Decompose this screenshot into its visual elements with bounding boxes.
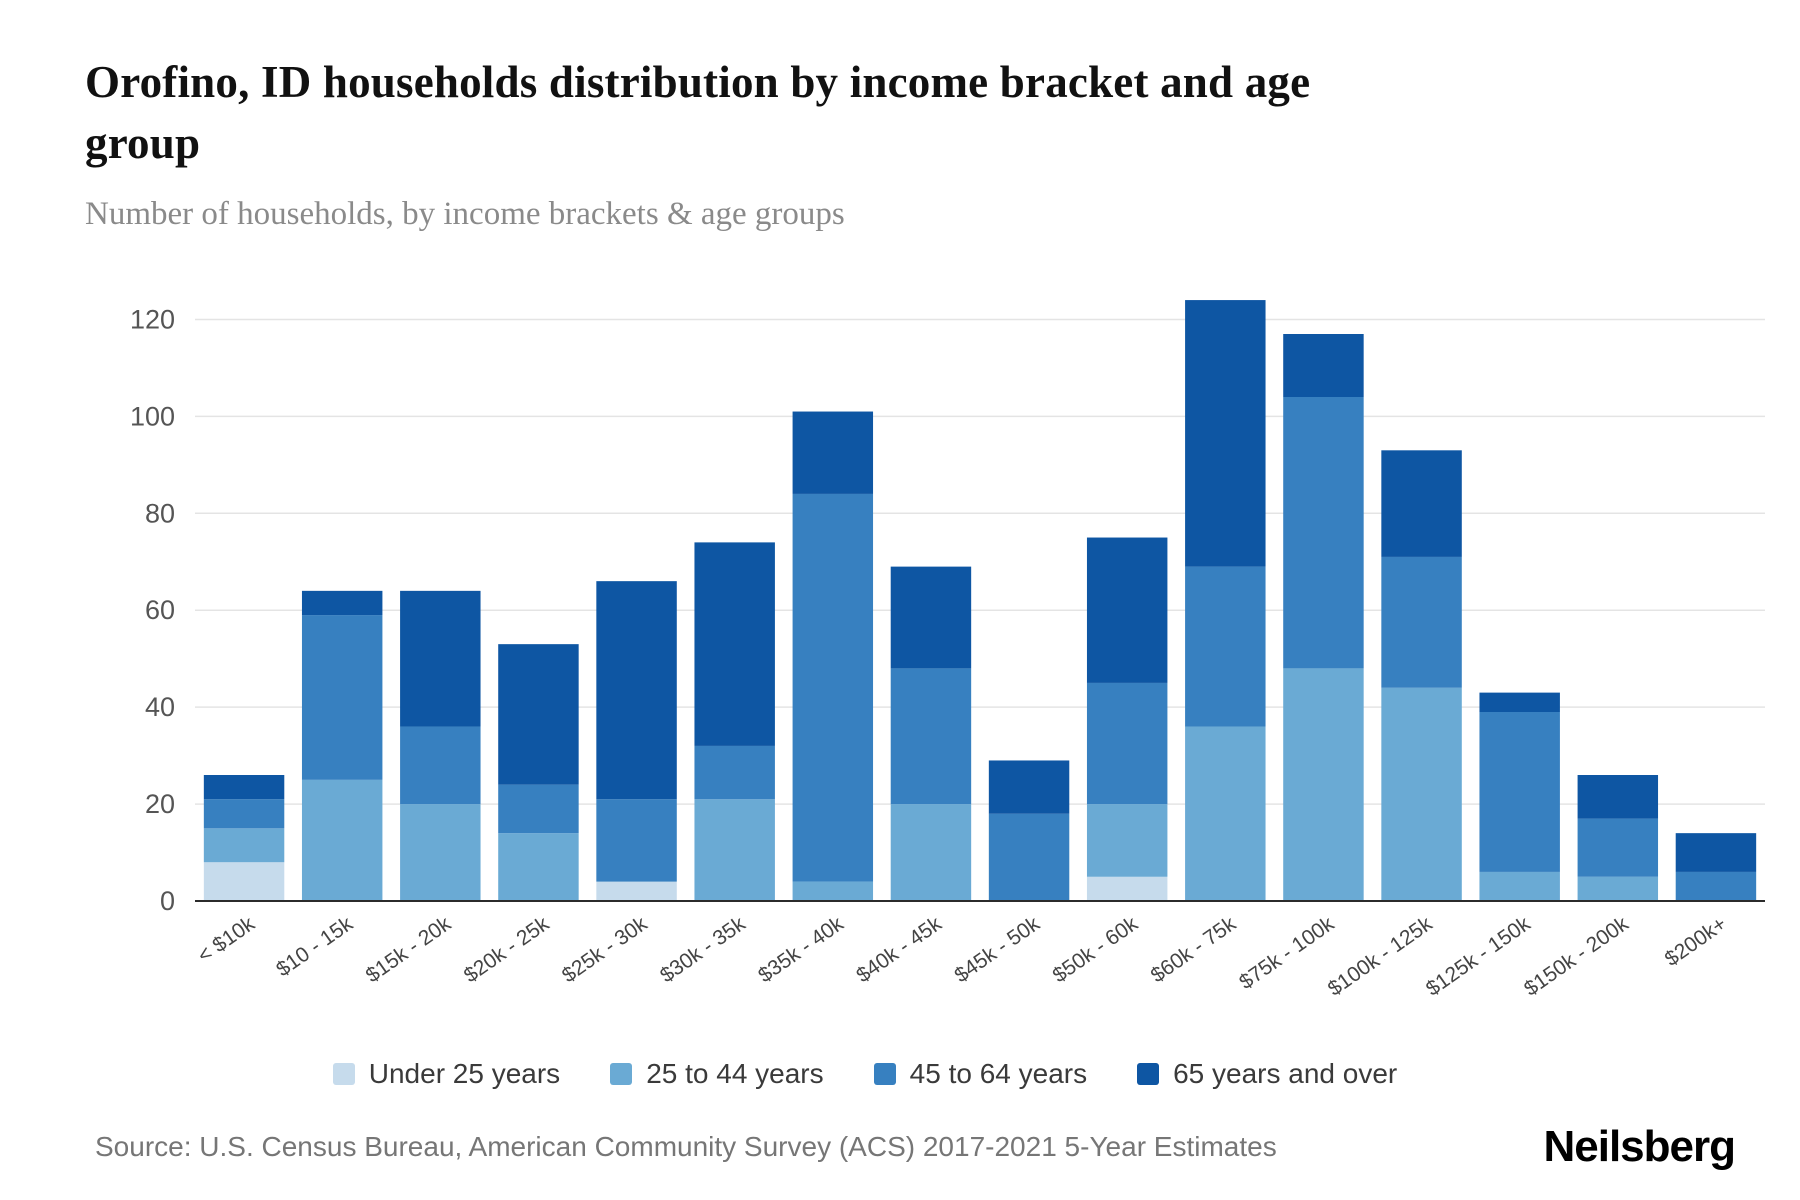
legend-item: 25 to 44 years — [610, 1057, 824, 1090]
x-axis-tick-label: $200k+ — [1661, 912, 1731, 971]
x-axis-tick-label: $45k - 50k — [950, 911, 1044, 986]
bar-segment — [400, 590, 481, 727]
x-axis-tick-label: $25k - 30k — [558, 911, 652, 986]
bar-segment — [1381, 556, 1462, 688]
x-axis-tick-label: $100k - 125k — [1324, 911, 1437, 1000]
bar-segment — [1086, 803, 1168, 877]
bar-segment — [301, 779, 383, 901]
bar-segment — [1675, 832, 1757, 872]
bar-segment — [792, 493, 874, 882]
x-axis-tick-label: $30k - 35k — [656, 911, 750, 986]
bar-segment — [301, 590, 383, 615]
legend-label: 65 years and over — [1173, 1057, 1398, 1089]
x-axis-tick-label: $35k - 40k — [754, 911, 848, 986]
x-axis-tick-label: < $10k — [194, 911, 260, 967]
legend-label: 45 to 64 years — [909, 1057, 1088, 1089]
x-axis-tick-label: $20k - 25k — [460, 911, 554, 986]
bar-segment — [203, 798, 285, 828]
bar-segment — [596, 798, 677, 882]
bar-segment — [1283, 396, 1364, 668]
bar-segment — [301, 614, 383, 780]
legend-item: 45 to 64 years — [873, 1057, 1088, 1090]
bar-segment — [596, 580, 677, 799]
x-axis-tick-label: $10 - 15k — [272, 911, 357, 980]
bar-segment — [694, 798, 775, 901]
x-axis-tick-label: $50k - 60k — [1049, 911, 1143, 986]
bar-segment — [1086, 537, 1168, 683]
bar-segment — [498, 643, 579, 785]
stacked-bar-chart: 0 20 40 60 80 100 120 < $10k $10 - 15k $15k - 20k… — [85, 251, 1785, 1056]
x-axis-tick-label: $125k - 150k — [1422, 911, 1535, 1000]
bar-segment — [203, 774, 285, 799]
legend-swatch — [873, 1062, 896, 1085]
legend-label: 25 to 44 years — [646, 1057, 824, 1089]
x-axis-tick-label: $150k - 200k — [1520, 911, 1633, 1000]
bar-segment — [1479, 692, 1560, 712]
y-axis-tick-label: 20 — [145, 789, 175, 819]
y-axis-tick-label: 80 — [145, 498, 175, 528]
chart-canvas: 0 20 40 60 80 100 120 < $10k $10 - 15k $15k - 20k… — [130, 299, 1765, 1000]
bar-segment — [1577, 876, 1659, 901]
bar-segment — [1577, 818, 1659, 877]
bar-segment — [890, 667, 972, 804]
bar-segment — [498, 784, 579, 833]
y-axis-tick-label: 100 — [130, 401, 175, 431]
bar-segment — [1185, 726, 1266, 901]
neilsberg-logo: Neilsberg — [1543, 1122, 1736, 1171]
legend-swatch — [610, 1062, 633, 1085]
bar-segment — [1479, 871, 1560, 901]
legend-label: Under 25 years — [368, 1057, 561, 1089]
bar-segment — [400, 803, 481, 901]
bar-segment — [1381, 449, 1462, 557]
legend-swatch — [1137, 1062, 1160, 1085]
bar-segment — [1479, 711, 1560, 872]
bar-segment — [890, 803, 972, 901]
x-axis-tick-label: $15k - 20k — [362, 911, 456, 986]
bar-segment — [400, 726, 481, 804]
bar-segment — [1185, 299, 1266, 567]
x-axis-tick-label: $60k - 75k — [1147, 911, 1241, 986]
bar-segment — [1577, 774, 1659, 819]
legend-item: Under 25 years — [332, 1057, 561, 1090]
x-axis-tick-label: $40k - 45k — [852, 911, 946, 986]
bar-segment — [498, 832, 579, 901]
bar-segment — [1185, 566, 1266, 727]
y-axis-tick-label: 60 — [145, 595, 175, 625]
bar-segment — [1086, 876, 1168, 901]
page-title: Orofino, ID households distribution by i… — [85, 57, 1311, 168]
bar-segment — [988, 759, 1070, 814]
bar-segment — [596, 881, 677, 901]
bar-segment — [694, 745, 775, 799]
y-axis-tick-label: 40 — [145, 692, 175, 722]
bar-segment — [1283, 333, 1364, 397]
y-axis-tick-label: 0 — [160, 886, 175, 916]
bar-segment — [203, 861, 285, 901]
bar-segment — [1381, 687, 1462, 901]
bar-segment — [890, 566, 972, 668]
bar-segment — [792, 881, 874, 901]
legend-swatch — [332, 1062, 355, 1085]
bar-segment — [1086, 682, 1168, 804]
chart-footer: Source: U.S. Census Bureau, American Com… — [95, 1122, 1736, 1172]
bar-segment — [988, 813, 1070, 901]
bar-segment — [203, 827, 285, 862]
page-subtitle: Number of households, by income brackets… — [85, 195, 845, 232]
bar-segment — [1675, 871, 1757, 901]
source-text: Source: U.S. Census Bureau, American Com… — [95, 1131, 1277, 1162]
bar-segment — [694, 541, 775, 746]
bar-segment — [792, 411, 874, 494]
bar-segment — [1283, 667, 1364, 901]
chart-legend: Under 25 years 25 to 44 years 45 to 64 yea… — [85, 1058, 1645, 1090]
y-axis-tick-label: 120 — [130, 304, 175, 334]
legend-item: 65 years and over — [1137, 1058, 1397, 1090]
